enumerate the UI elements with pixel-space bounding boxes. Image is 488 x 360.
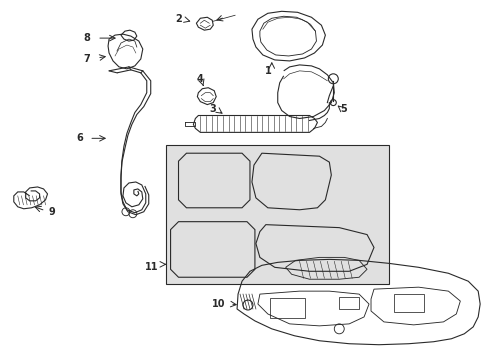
- Text: 4: 4: [197, 74, 203, 84]
- Bar: [165, 145, 388, 284]
- Text: 10: 10: [211, 299, 224, 309]
- Bar: [269, 298, 304, 318]
- Text: 2: 2: [175, 14, 182, 24]
- Text: 3: 3: [208, 104, 215, 113]
- Bar: [393, 294, 423, 312]
- Text: 8: 8: [83, 33, 90, 43]
- Text: 5: 5: [339, 104, 346, 113]
- Text: 1: 1: [264, 66, 271, 76]
- Text: 7: 7: [83, 54, 90, 64]
- Bar: [339, 297, 358, 309]
- Text: 11: 11: [145, 262, 158, 272]
- Text: 6: 6: [76, 133, 82, 143]
- Text: 9: 9: [48, 207, 55, 217]
